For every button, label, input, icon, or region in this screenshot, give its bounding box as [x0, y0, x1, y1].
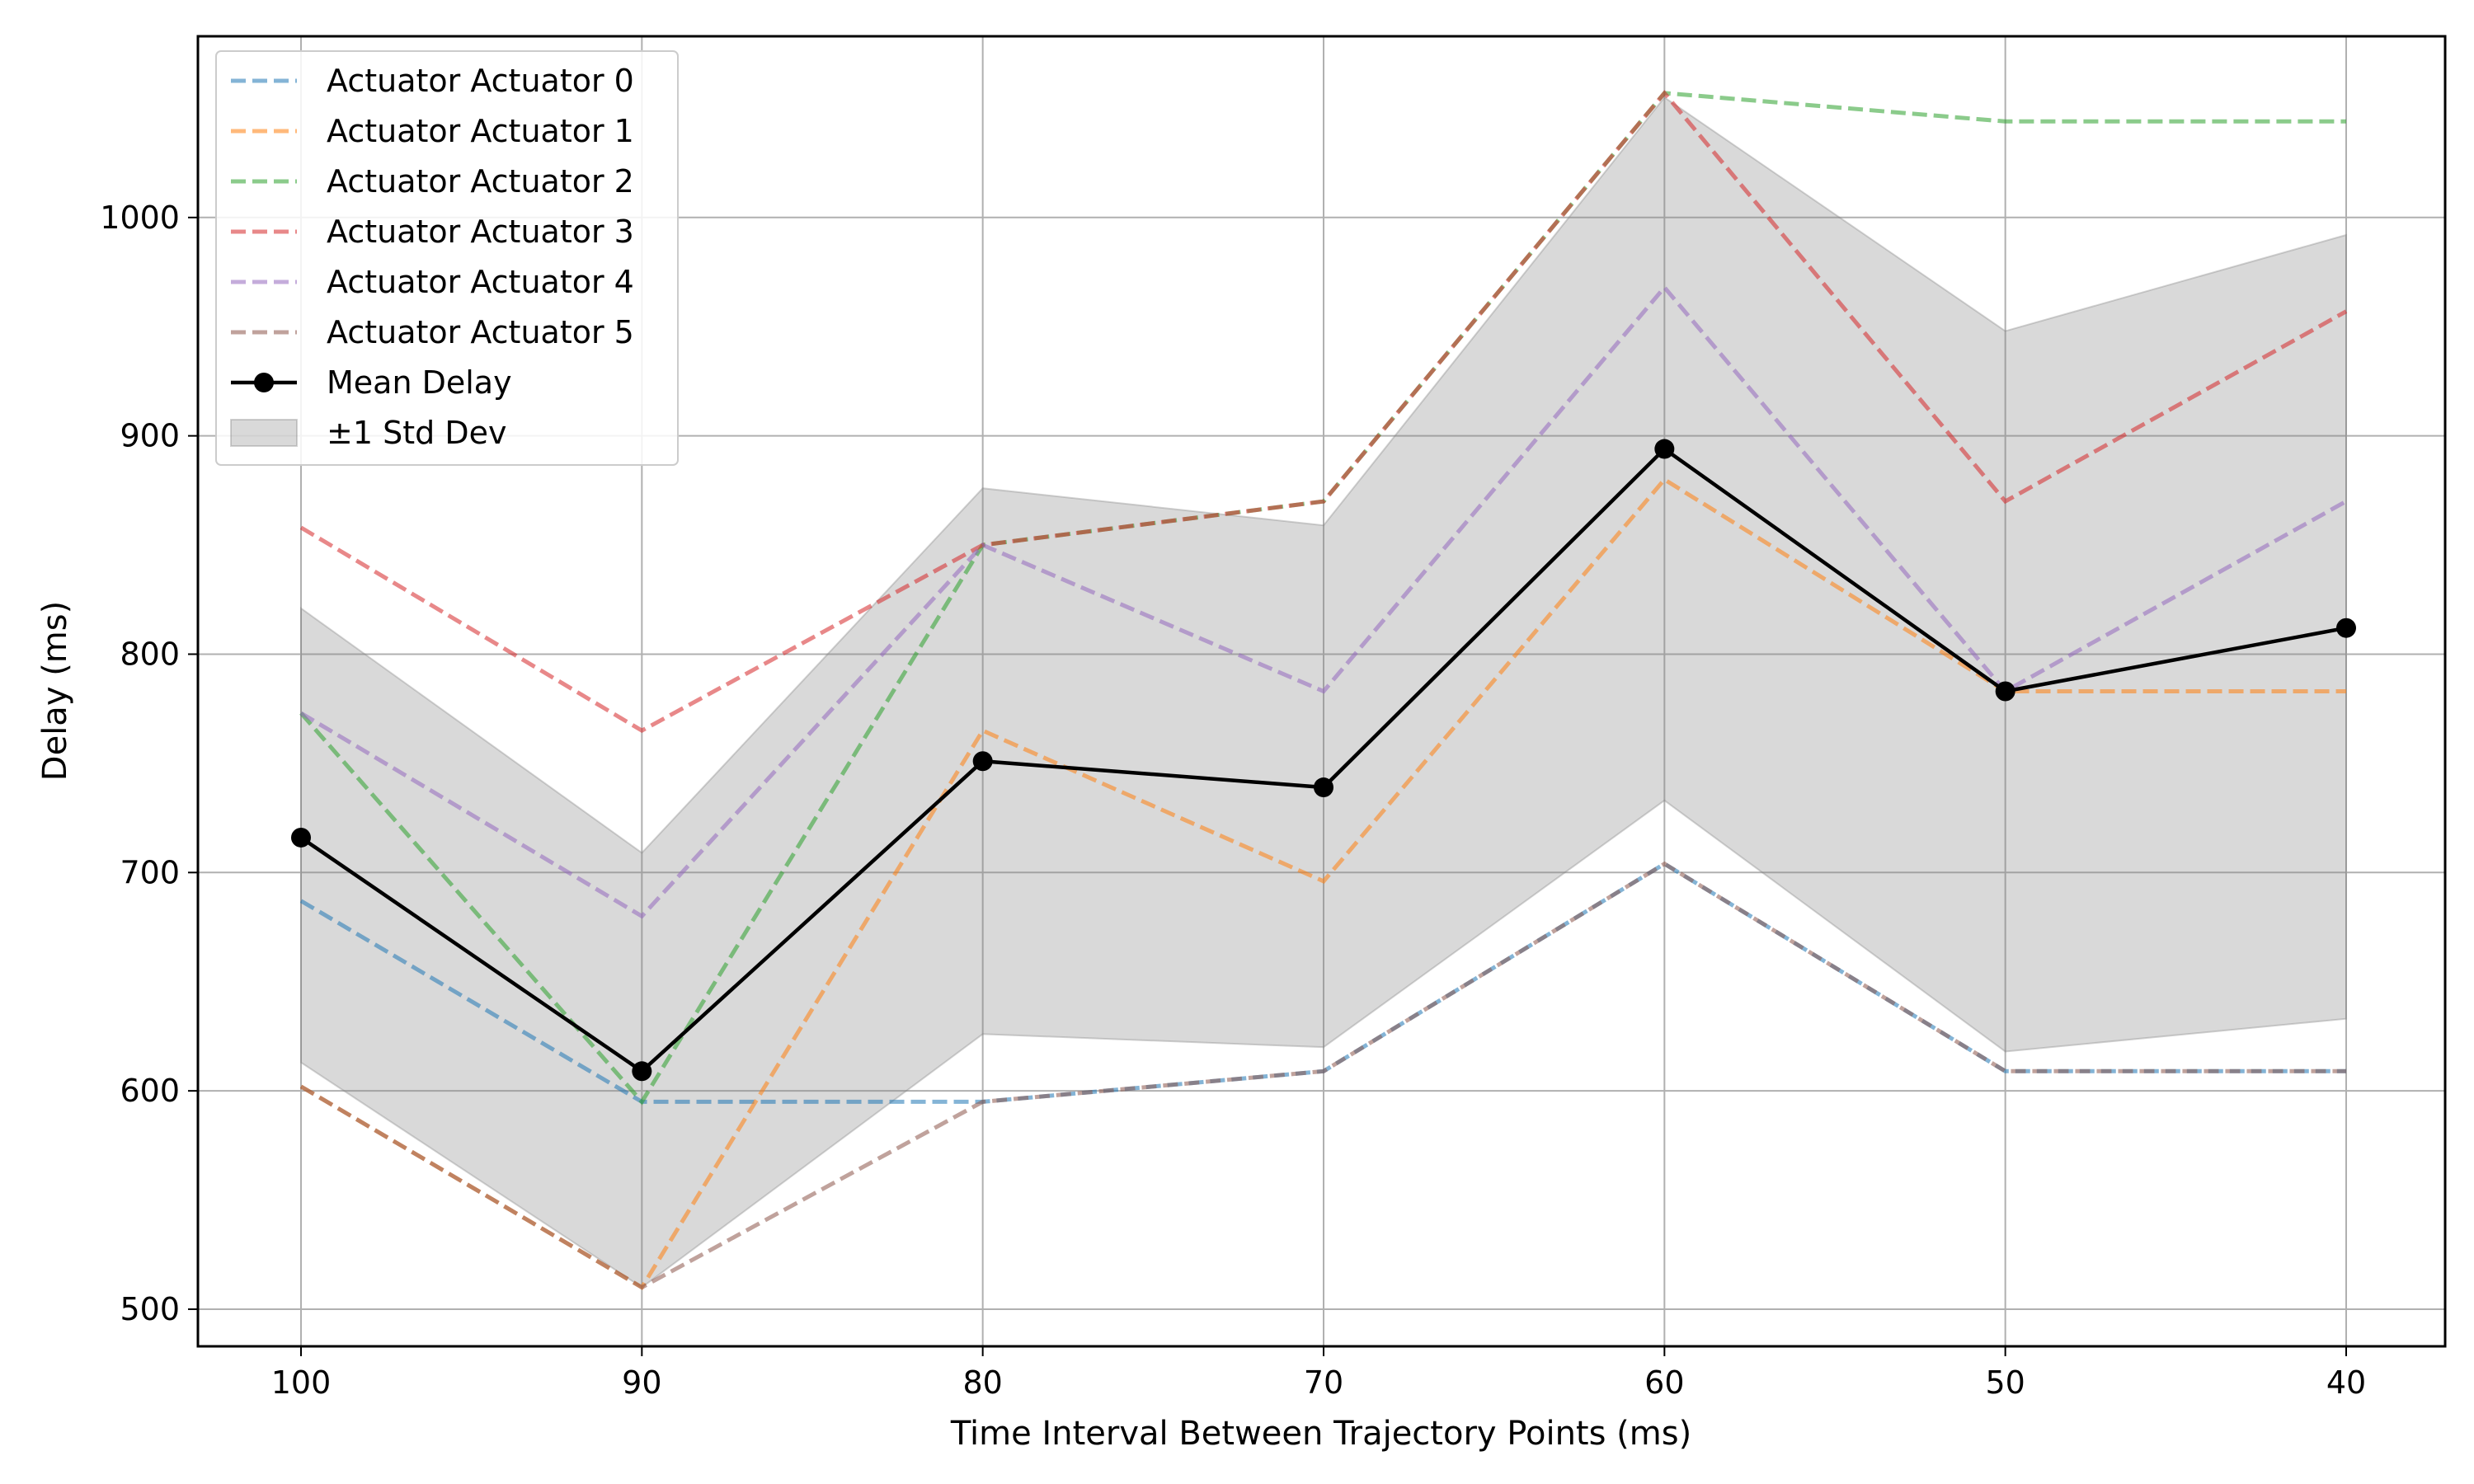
legend-label-band: ±1 Std Dev	[327, 415, 506, 451]
y-tick-label: 1000	[100, 200, 180, 236]
mean-delay-point	[2336, 618, 2356, 638]
y-tick-label: 600	[120, 1073, 180, 1109]
y-axis-label: Delay (ms)	[36, 601, 74, 781]
mean-layer	[291, 439, 2356, 1082]
legend-box	[215, 50, 679, 466]
legend-label-actuator-1: Actuator Actuator 1	[327, 113, 634, 149]
legend-label-actuator-4: Actuator Actuator 4	[327, 264, 634, 300]
mean-delay-point	[291, 827, 311, 848]
series-line-actuator-3	[299, 89, 2348, 734]
x-tick-label: 40	[2326, 1364, 2366, 1401]
mean-delay-point	[1654, 439, 1675, 459]
legend-label-mean: Mean Delay	[327, 364, 512, 401]
legend-swatch-mean-marker	[254, 373, 274, 392]
legend-swatch-band	[230, 419, 298, 447]
x-tick-label: 80	[962, 1364, 1002, 1401]
legend-label-actuator-2: Actuator Actuator 2	[327, 163, 634, 200]
y-tick-label: 500	[120, 1291, 180, 1327]
x-tick-label: 50	[1985, 1364, 2025, 1401]
legend-label-actuator-0: Actuator Actuator 0	[327, 63, 634, 99]
plot-frame	[196, 35, 2447, 1348]
y-tick-label: 700	[120, 854, 180, 890]
mean-delay-point	[632, 1061, 652, 1082]
x-tick-label: 70	[1304, 1364, 1343, 1401]
x-tick-label: 60	[1644, 1364, 1684, 1401]
x-axis-label: Time Interval Between Trajectory Points …	[950, 1415, 1691, 1453]
y-tick-label: 800	[120, 636, 180, 672]
series-line-actuator-5	[299, 861, 2346, 1290]
legend-label-actuator-5: Actuator Actuator 5	[327, 314, 634, 350]
legend-label-actuator-3: Actuator Actuator 3	[327, 214, 634, 250]
y-tick-label: 900	[120, 418, 180, 454]
ticks: 100 90 80 70 60 50 40 500 600 700 800 900 1000	[100, 200, 2366, 1401]
mean-delay-point	[1314, 777, 1333, 798]
mean-delay-point	[972, 751, 993, 772]
mean-delay-point	[1995, 681, 2015, 702]
x-tick-label: 90	[622, 1364, 661, 1401]
legend: Actuator Actuator 0 Actuator Actuator 1 Ac…	[215, 50, 679, 466]
x-tick-label: 100	[271, 1364, 332, 1401]
